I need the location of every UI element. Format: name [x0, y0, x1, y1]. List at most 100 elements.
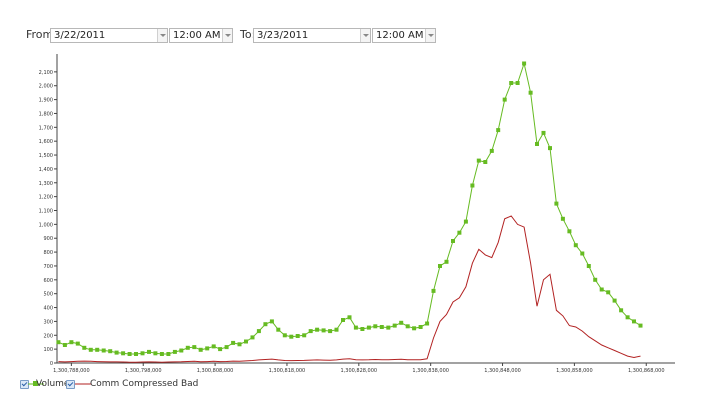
- data-point-volume: [612, 298, 617, 303]
- data-point-volume: [586, 264, 591, 268]
- date-range-toolbar: From: 3/22/2011 12:00 AM To: 3/23/2011 1…: [0, 0, 708, 50]
- data-point-volume: [438, 264, 442, 268]
- x-tick-label: 1,300,818,000: [269, 368, 306, 374]
- data-point-volume: [418, 325, 423, 329]
- data-point-volume: [451, 239, 455, 243]
- data-point-volume: [88, 347, 93, 352]
- data-point-volume: [108, 349, 113, 354]
- series-line-volume: [58, 61, 641, 355]
- data-point-volume: [295, 334, 300, 338]
- data-point-volume: [244, 339, 248, 344]
- data-point-volume: [192, 345, 197, 350]
- data-point-volume: [302, 333, 307, 338]
- data-point-volume: [69, 340, 74, 345]
- y-tick-label: 1,000: [39, 222, 53, 228]
- legend-item-volume[interactable]: Volume: [20, 378, 70, 392]
- to-date-select[interactable]: 3/23/2011: [253, 28, 371, 43]
- data-point-volume: [321, 328, 326, 333]
- data-point-volume: [625, 315, 630, 320]
- data-point-volume: [224, 345, 229, 350]
- y-tick-label: 500: [43, 292, 53, 298]
- data-point-volume: [315, 327, 320, 332]
- data-point-volume: [159, 352, 164, 356]
- y-tick-label: 2,100: [39, 70, 53, 76]
- data-point-volume: [341, 318, 345, 322]
- y-tick-label: 700: [43, 264, 53, 270]
- data-point-volume: [373, 324, 378, 329]
- x-tick-label: 1,300,828,000: [341, 368, 378, 374]
- to-time-select[interactable]: 12:00 AM: [372, 28, 436, 43]
- data-point-volume: [353, 325, 358, 330]
- data-point-volume: [580, 251, 585, 256]
- data-point-volume: [425, 321, 430, 326]
- x-tick-label: 1,300,858,000: [556, 368, 593, 374]
- data-point-volume: [147, 349, 151, 354]
- data-point-volume: [269, 319, 274, 324]
- y-tick-label: 900: [43, 236, 53, 242]
- y-tick-label: 1,100: [39, 209, 53, 215]
- y-tick-label: 400: [43, 306, 53, 312]
- series-line-comm-compressed-bad: [58, 215, 641, 363]
- data-point-volume: [127, 352, 132, 356]
- chevron-down-icon[interactable]: [222, 29, 232, 42]
- from-time-select[interactable]: 12:00 AM: [169, 28, 233, 43]
- chevron-down-icon[interactable]: [425, 29, 435, 42]
- y-tick-label: 1,500: [39, 153, 53, 159]
- from-date-value: 3/22/2011: [54, 30, 106, 41]
- data-point-volume: [560, 216, 565, 221]
- data-point-volume: [185, 345, 190, 350]
- data-point-volume: [509, 81, 514, 85]
- data-point-volume: [535, 142, 539, 146]
- data-point-volume: [522, 61, 527, 66]
- data-point-volume: [114, 350, 119, 355]
- x-tick-label: 1,300,868,000: [628, 368, 665, 374]
- data-point-volume: [172, 349, 177, 354]
- data-point-volume: [328, 329, 333, 334]
- data-point-volume: [205, 346, 210, 351]
- y-tick-label: 1,600: [39, 139, 53, 145]
- data-point-volume: [405, 324, 410, 329]
- y-tick-label: 2,000: [39, 84, 53, 90]
- data-point-volume: [431, 288, 436, 293]
- legend-label-volume: Volume: [36, 379, 70, 389]
- data-point-volume: [593, 277, 598, 282]
- data-point-volume: [606, 290, 611, 295]
- legend-item-comm-compressed-bad[interactable]: Comm Compressed Bad: [66, 378, 216, 392]
- legend-swatch-marker: [33, 381, 38, 386]
- chevron-down-icon[interactable]: [157, 29, 167, 42]
- y-tick-label: 1,200: [39, 195, 53, 201]
- data-point-volume: [282, 333, 287, 338]
- data-point-volume: [75, 341, 80, 346]
- data-point-volume: [638, 323, 643, 328]
- y-tick-label: 800: [43, 250, 53, 256]
- data-point-volume: [528, 90, 533, 95]
- data-point-volume: [276, 327, 281, 332]
- data-point-volume: [632, 319, 636, 324]
- to-label: To:: [240, 28, 256, 41]
- data-point-volume: [366, 325, 371, 330]
- data-point-volume: [82, 345, 87, 350]
- to-date-value: 3/23/2011: [257, 30, 309, 41]
- legend-checkbox-comm-compressed-bad[interactable]: [66, 380, 75, 389]
- data-point-volume: [211, 344, 216, 349]
- legend-label-comm-compressed-bad: Comm Compressed Bad: [90, 379, 199, 389]
- data-point-volume: [515, 81, 520, 85]
- data-point-volume: [483, 160, 488, 164]
- chevron-down-icon[interactable]: [360, 29, 370, 42]
- data-point-volume: [379, 325, 384, 329]
- data-point-volume: [263, 322, 268, 327]
- data-point-volume: [554, 201, 559, 206]
- x-tick-label: 1,300,838,000: [412, 368, 449, 374]
- data-point-volume: [334, 327, 339, 332]
- data-point-volume: [62, 343, 67, 347]
- data-point-volume: [360, 327, 365, 331]
- from-date-select[interactable]: 3/22/2011: [50, 28, 168, 43]
- x-tick-label: 1,300,788,000: [53, 368, 90, 374]
- from-label: From:: [26, 28, 57, 41]
- x-tick-label: 1,300,798,000: [125, 368, 162, 374]
- y-tick-label: 1,900: [39, 98, 53, 104]
- data-point-volume: [134, 352, 138, 356]
- data-point-volume: [56, 340, 61, 345]
- x-tick-label: 1,300,848,000: [484, 368, 521, 374]
- data-point-volume: [567, 229, 572, 234]
